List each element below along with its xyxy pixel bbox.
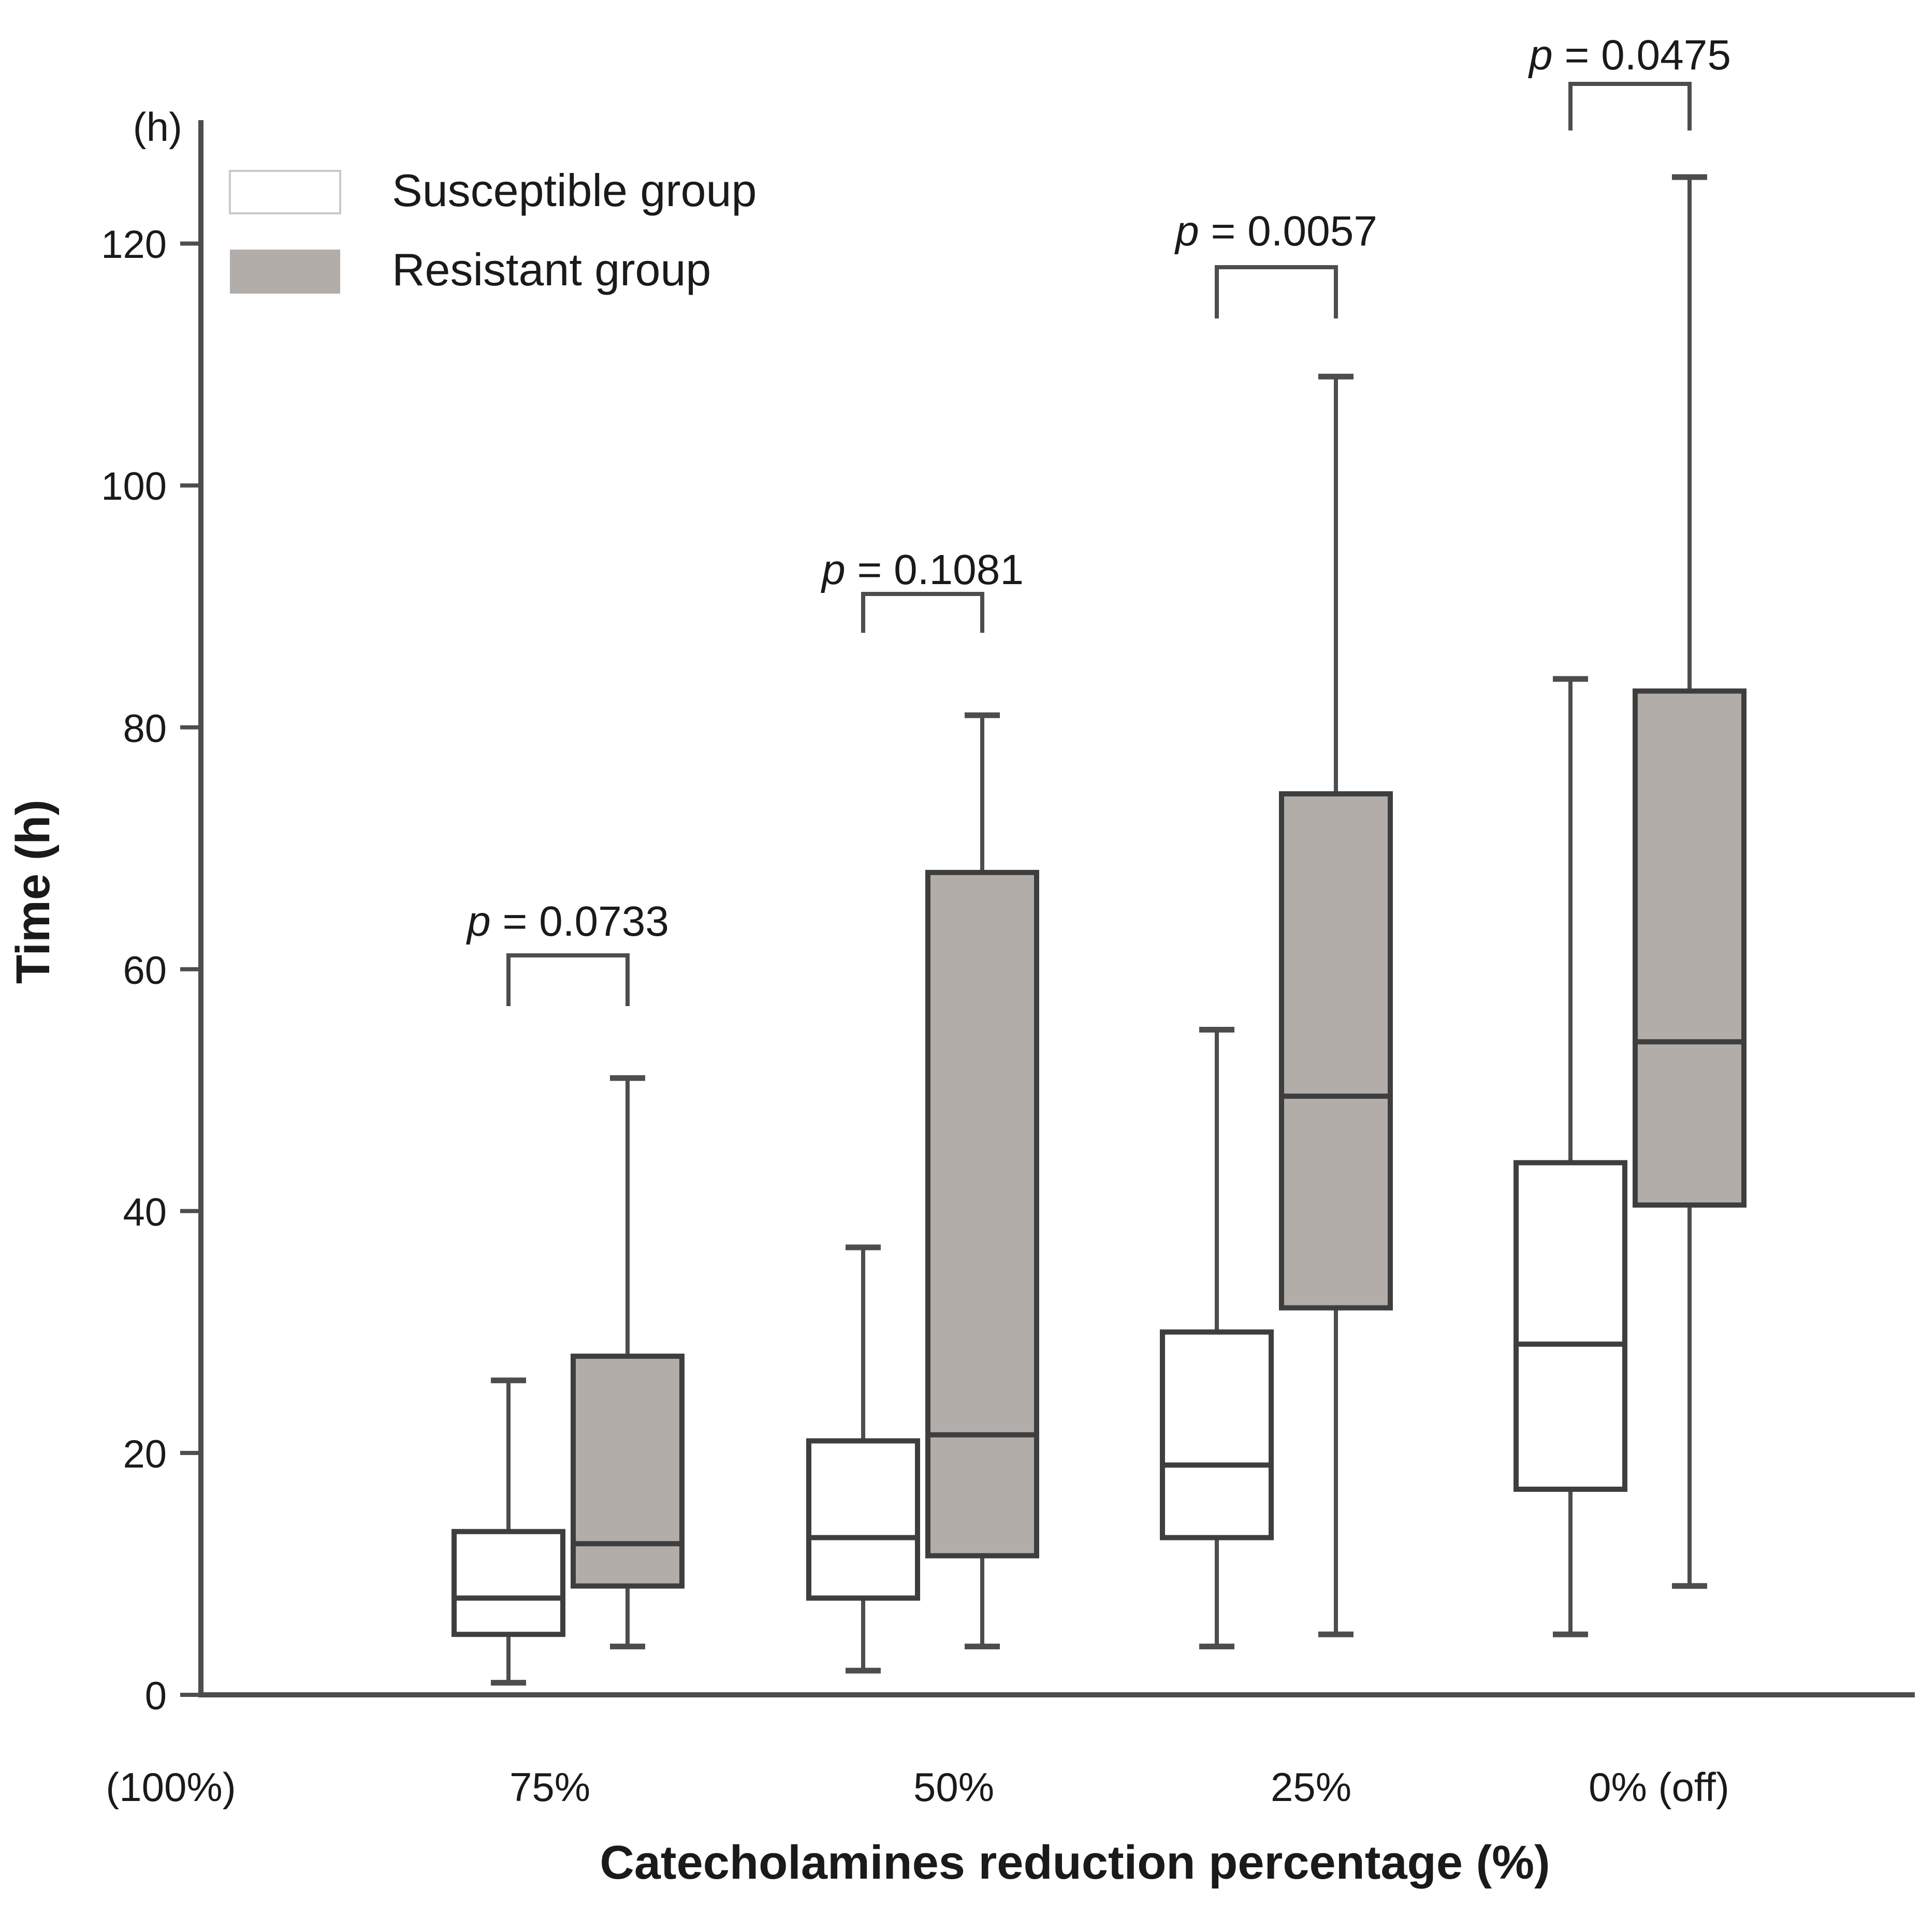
legend-label-resistant: Resistant group [392, 244, 711, 295]
y-tick-labels: 0 20 40 60 80 100 120 [101, 223, 167, 1718]
y-axis-title: Time (h) [7, 800, 60, 984]
y-tick-label-20: 20 [123, 1432, 167, 1476]
bracket [861, 592, 984, 633]
y-axis-unit-label: (h) [133, 104, 182, 150]
significance-50: p = 0.1081 [820, 546, 1024, 633]
p-value-label: p = 0.0733 [465, 898, 669, 945]
plot-area [452, 174, 1747, 1686]
x-category-label-0: 0% (off) [1589, 1764, 1729, 1810]
significance-25: p = 0.0057 [1174, 208, 1377, 318]
x-axis-title: Catecholamines reduction percentage (%) [600, 1836, 1550, 1889]
y-tick-label-40: 40 [123, 1190, 167, 1234]
x-category-label-25: 25% [1271, 1764, 1351, 1810]
legend: Susceptible group Resistant group [229, 165, 756, 295]
iqr-box [1633, 688, 1747, 1208]
x-axis: (100%) 75% 50% 25% 0% (off) Catecholamin… [106, 1692, 1915, 1889]
y-tick-label-80: 80 [123, 707, 167, 751]
x-category-label-50: 50% [913, 1764, 994, 1810]
y-tick-label-60: 60 [123, 949, 167, 993]
bracket [1215, 265, 1338, 318]
y-tick-label-0: 0 [145, 1674, 167, 1718]
bracket [1568, 82, 1692, 130]
boxplot-susceptible-50 [806, 1244, 920, 1674]
boxplot-resistant-25 [1279, 373, 1393, 1637]
y-tick-label-100: 100 [101, 464, 167, 509]
p-value-label: p = 0.0475 [1527, 32, 1731, 79]
iqr-box [1279, 791, 1393, 1311]
iqr-box [571, 1354, 685, 1589]
legend-swatch-resistant [230, 250, 340, 294]
boxplot-resistant-50 [925, 712, 1039, 1650]
y-tick-marks [180, 241, 201, 1697]
x-baseline-label: (100%) [106, 1764, 236, 1810]
legend-swatch-susceptible [229, 170, 341, 214]
boxplot-susceptible-25 [1160, 1026, 1274, 1650]
p-value-label: p = 0.1081 [820, 546, 1024, 593]
y-axis: (h) Time (h) 0 20 40 60 80 100 120 [7, 104, 203, 1718]
boxplot-resistant-75 [571, 1075, 685, 1650]
boxplot-resistant-0off [1633, 174, 1747, 1589]
boxplot-susceptible-75 [452, 1377, 565, 1686]
significance-75: p = 0.0733 [465, 898, 669, 1006]
boxplot-susceptible-0off [1513, 676, 1627, 1637]
x-category-label-75: 75% [510, 1764, 590, 1810]
significance-0off: p = 0.0475 [1527, 32, 1731, 130]
legend-label-susceptible: Susceptible group [392, 165, 756, 216]
iqr-box [925, 869, 1039, 1559]
significance-brackets: p = 0.0733 p = 0.1081 p = 0.0057 p = 0.0475 [465, 32, 1731, 1006]
iqr-box [452, 1529, 565, 1637]
iqr-box [806, 1438, 920, 1601]
iqr-box [1160, 1329, 1274, 1541]
iqr-box [1513, 1160, 1627, 1492]
p-value-label: p = 0.0057 [1174, 208, 1377, 255]
bracket [506, 953, 630, 1006]
y-tick-label-120: 120 [101, 223, 167, 267]
